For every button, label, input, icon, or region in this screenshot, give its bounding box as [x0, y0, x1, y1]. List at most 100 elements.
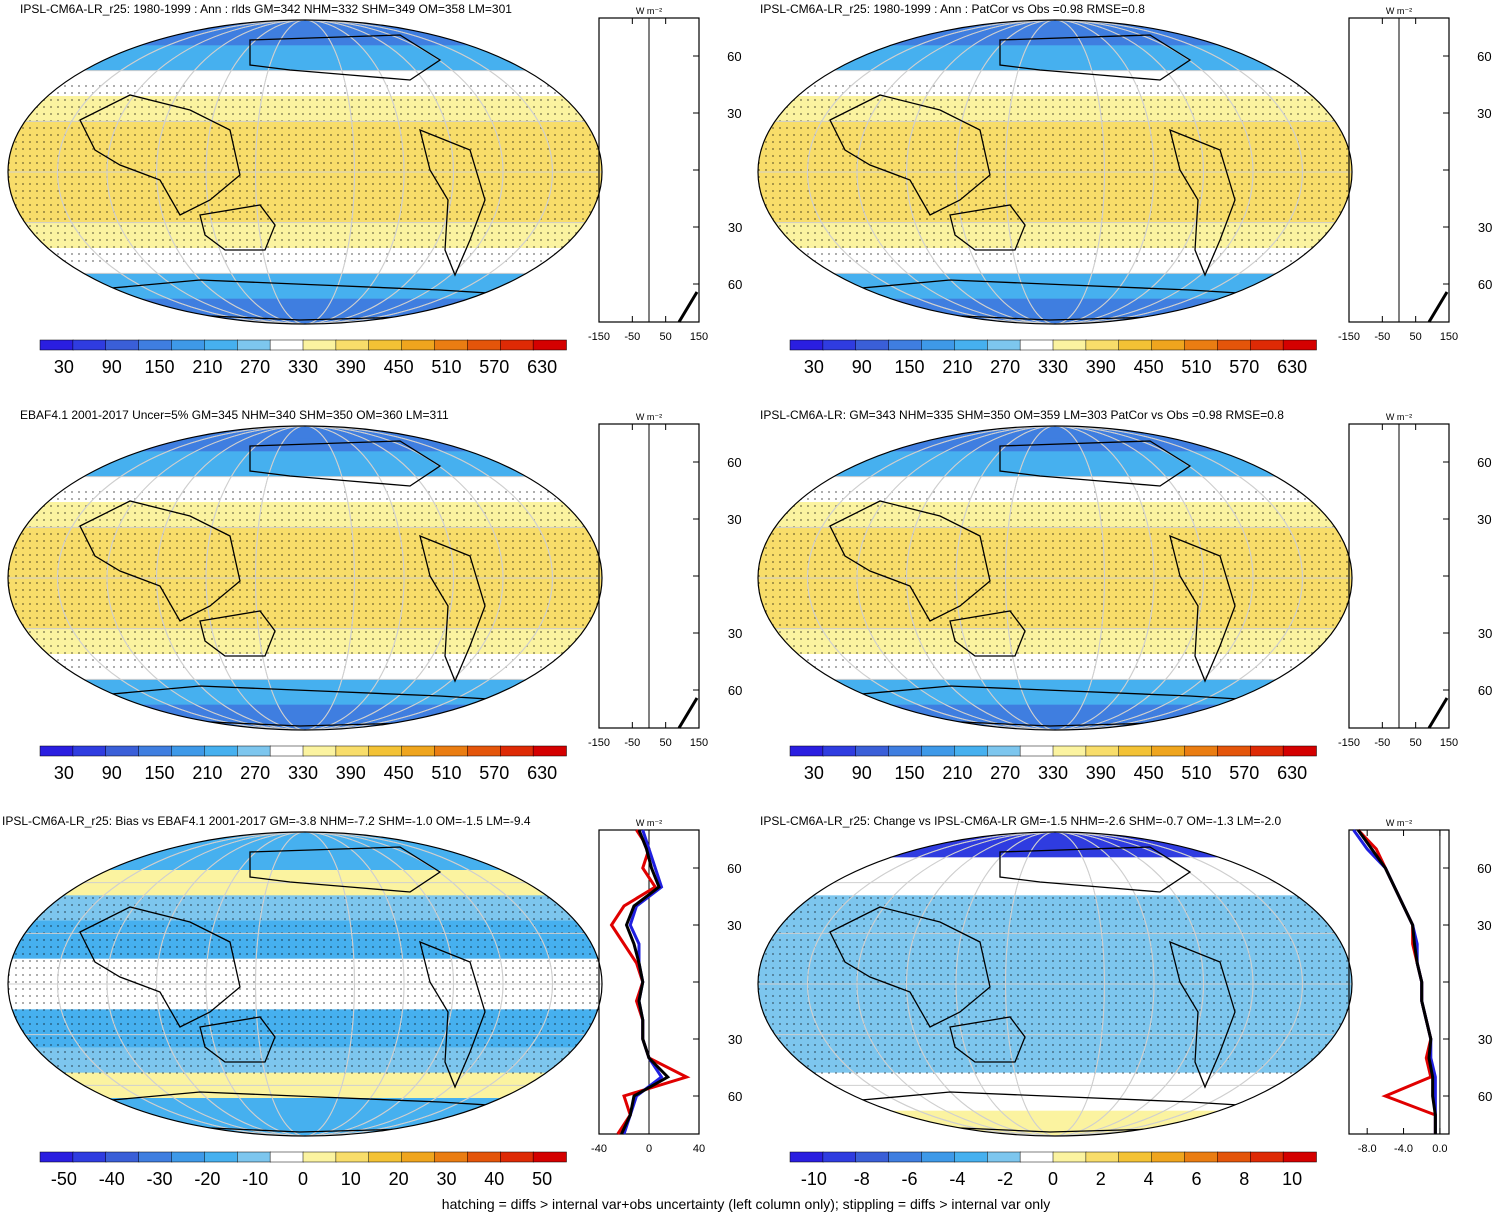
- map-band: [758, 45, 1352, 59]
- map-band: [758, 1123, 1352, 1136]
- map-band: [758, 870, 1352, 884]
- colorbar-label: 270: [990, 357, 1020, 377]
- map-band: [8, 286, 602, 300]
- colorbar: -10 -8 -6 -4 -2 0 2 4 6 8 10: [789, 1151, 1317, 1189]
- map-band: [8, 844, 602, 859]
- colorbar-swatch: [954, 339, 988, 351]
- colorbar-swatch: [138, 745, 173, 757]
- graticule-meridian: [106, 832, 504, 1136]
- colorbar-swatch: [434, 1151, 469, 1163]
- profile-lat-tick: 60S: [728, 683, 742, 698]
- panel-figure: W m⁻² -40 0 40 60N 30N 0 30S 60S -50 -40 -30 -20 -10 0…: [7, 818, 742, 1189]
- colorbar-label: 150: [895, 357, 925, 377]
- colorbar-swatch: [72, 745, 107, 757]
- profile-x-tick: 150: [690, 737, 708, 749]
- map-outline: [7, 425, 603, 731]
- profile-unit: W m⁻²: [1386, 818, 1412, 828]
- colorbar-label: 150: [145, 357, 175, 377]
- panel-5: IPSL-CM6A-LR_r25: Bias vs EBAF4.1 2001-2…: [0, 812, 742, 1218]
- map-band: [8, 717, 602, 730]
- colorbar-swatch: [368, 745, 403, 757]
- colorbar-swatch: [855, 1151, 890, 1163]
- colorbar-label: 10: [341, 1169, 361, 1189]
- colorbar-label: 510: [431, 357, 461, 377]
- colorbar-label: 450: [384, 357, 414, 377]
- colorbar-swatch: [1282, 745, 1317, 757]
- profile-lat-tick: 60N: [1477, 861, 1492, 876]
- graticule-meridian: [906, 20, 1204, 324]
- colorbar-label: -6: [902, 1169, 918, 1189]
- graticule-meridian: [57, 832, 553, 1136]
- map-band: [8, 704, 602, 719]
- graticule-meridian: [856, 20, 1254, 324]
- map-band: [758, 32, 1352, 47]
- coastline: [249, 846, 442, 893]
- colorbar-label: 30: [54, 357, 74, 377]
- profile-lat-tick: 30S: [728, 1032, 742, 1047]
- colorbar: 30 90 150 210 270 330 390 450 510 570 630: [789, 339, 1317, 377]
- coastline: [419, 534, 486, 683]
- graticule-meridian: [807, 426, 1303, 730]
- colorbar-swatch: [789, 745, 824, 757]
- colorbar-swatch: [335, 1151, 370, 1163]
- colorbar-label: 6: [1191, 1169, 1201, 1189]
- colorbar-swatch: [1250, 745, 1284, 757]
- colorbar-swatch: [1085, 1151, 1120, 1163]
- profile-unit: W m⁻²: [1386, 6, 1412, 16]
- profile-line-black: [620, 829, 671, 1135]
- colorbar-swatch: [368, 1151, 403, 1163]
- colorbar-swatch: [888, 1151, 923, 1163]
- colorbar-swatch: [954, 745, 988, 757]
- colorbar-swatch: [1085, 745, 1120, 757]
- profile-lat-tick: 60N: [727, 455, 742, 470]
- panel-title: IPSL-CM6A-LR_r25: 1980-1999 : Ann : PatC…: [760, 2, 1145, 16]
- graticule-meridian: [255, 832, 355, 1136]
- profile-lat-tick: 30N: [727, 918, 742, 933]
- colorbar-swatch: [500, 1151, 534, 1163]
- profile-x-tick: 50: [660, 331, 672, 343]
- map-band: [758, 298, 1352, 313]
- colorbar-swatch: [1217, 1151, 1251, 1163]
- graticule-meridian: [906, 426, 1204, 730]
- colorbar-label: -10: [242, 1169, 268, 1189]
- colorbar-swatch: [532, 745, 567, 757]
- coastline: [999, 34, 1192, 81]
- colorbar-swatch: [987, 1151, 1021, 1163]
- profile-x-tick: -150: [1338, 737, 1360, 749]
- colorbar-swatch: [269, 339, 304, 351]
- colorbar-swatch: [1118, 745, 1153, 757]
- world-map: [758, 426, 1352, 730]
- map-band: [758, 1098, 1352, 1112]
- colorbar-swatch: [1085, 339, 1120, 351]
- profile-x-tick: -50: [1374, 331, 1390, 343]
- colorbar-swatch: [105, 1151, 140, 1163]
- profile-lat-tick: 30N: [1477, 512, 1492, 527]
- colorbar-swatch: [1250, 339, 1284, 351]
- colorbar-swatch: [1184, 1151, 1219, 1163]
- graticule-meridian: [807, 832, 1303, 1136]
- coastline: [949, 1016, 1026, 1063]
- map-band: [758, 58, 1352, 72]
- colorbar-swatch: [335, 745, 370, 757]
- colorbar-label: 20: [389, 1169, 409, 1189]
- colorbar-swatch: [1151, 745, 1186, 757]
- colorbar-swatch: [987, 745, 1021, 757]
- profile-x-tick: 0: [646, 1143, 652, 1155]
- profile-x-tick: 150: [1440, 737, 1458, 749]
- profile-lat-tick: 30S: [1478, 1032, 1492, 1047]
- coastline: [79, 906, 241, 1028]
- colorbar-label: 30: [54, 763, 74, 783]
- coastline: [1169, 128, 1236, 277]
- profile-lat-tick: 60S: [1478, 1089, 1492, 1104]
- colorbar-swatch: [1184, 745, 1219, 757]
- map-outline: [757, 19, 1353, 325]
- profile-lat-tick: 30N: [1477, 106, 1492, 121]
- colorbar-swatch: [1052, 745, 1087, 757]
- map-band: [8, 32, 602, 47]
- map-band: [8, 464, 602, 478]
- colorbar-swatch: [467, 339, 501, 351]
- colorbar-label: 390: [336, 763, 366, 783]
- colorbar-swatch: [335, 339, 370, 351]
- panel-title: EBAF4.1 2001-2017 Uncer=5% GM=345 NHM=34…: [20, 408, 449, 422]
- colorbar-label: 630: [527, 763, 557, 783]
